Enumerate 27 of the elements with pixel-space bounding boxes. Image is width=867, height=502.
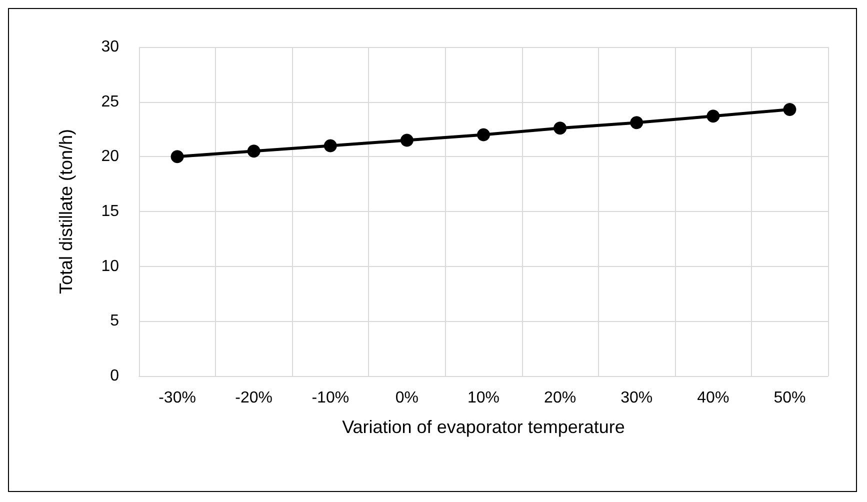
x-tick-label: 50%: [774, 390, 806, 406]
point: [247, 144, 260, 158]
point: [554, 122, 567, 135]
x-tick-label: -30%: [158, 390, 196, 406]
y-axis-title: Total distillate (ton/h): [56, 128, 76, 294]
x-tick-label: 10%: [467, 390, 500, 406]
x-tick-label: 0%: [395, 390, 419, 406]
point: [630, 116, 644, 130]
point: [170, 150, 184, 164]
point: [477, 128, 490, 142]
y-tick-label: 20: [101, 148, 120, 166]
y-tick-label: 25: [101, 93, 120, 110]
y-tick-label: 5: [110, 312, 120, 330]
point: [783, 103, 796, 116]
x-tick-label: 30%: [620, 390, 653, 406]
y-tick-label: 30: [101, 38, 120, 56]
x-axis-title: Variation of evaporator temperature: [342, 417, 625, 437]
y-tick-label: 15: [101, 203, 120, 220]
y-tick-label: 0: [110, 368, 120, 384]
x-tick-label: 20%: [544, 390, 576, 406]
point: [324, 139, 337, 152]
point: [400, 134, 414, 147]
x-tick-label: 40%: [697, 390, 730, 406]
x-tick-label: -10%: [312, 390, 350, 406]
x-tick-label: -20%: [235, 390, 273, 406]
y-tick-label: 10: [101, 258, 120, 275]
point: [706, 110, 720, 123]
